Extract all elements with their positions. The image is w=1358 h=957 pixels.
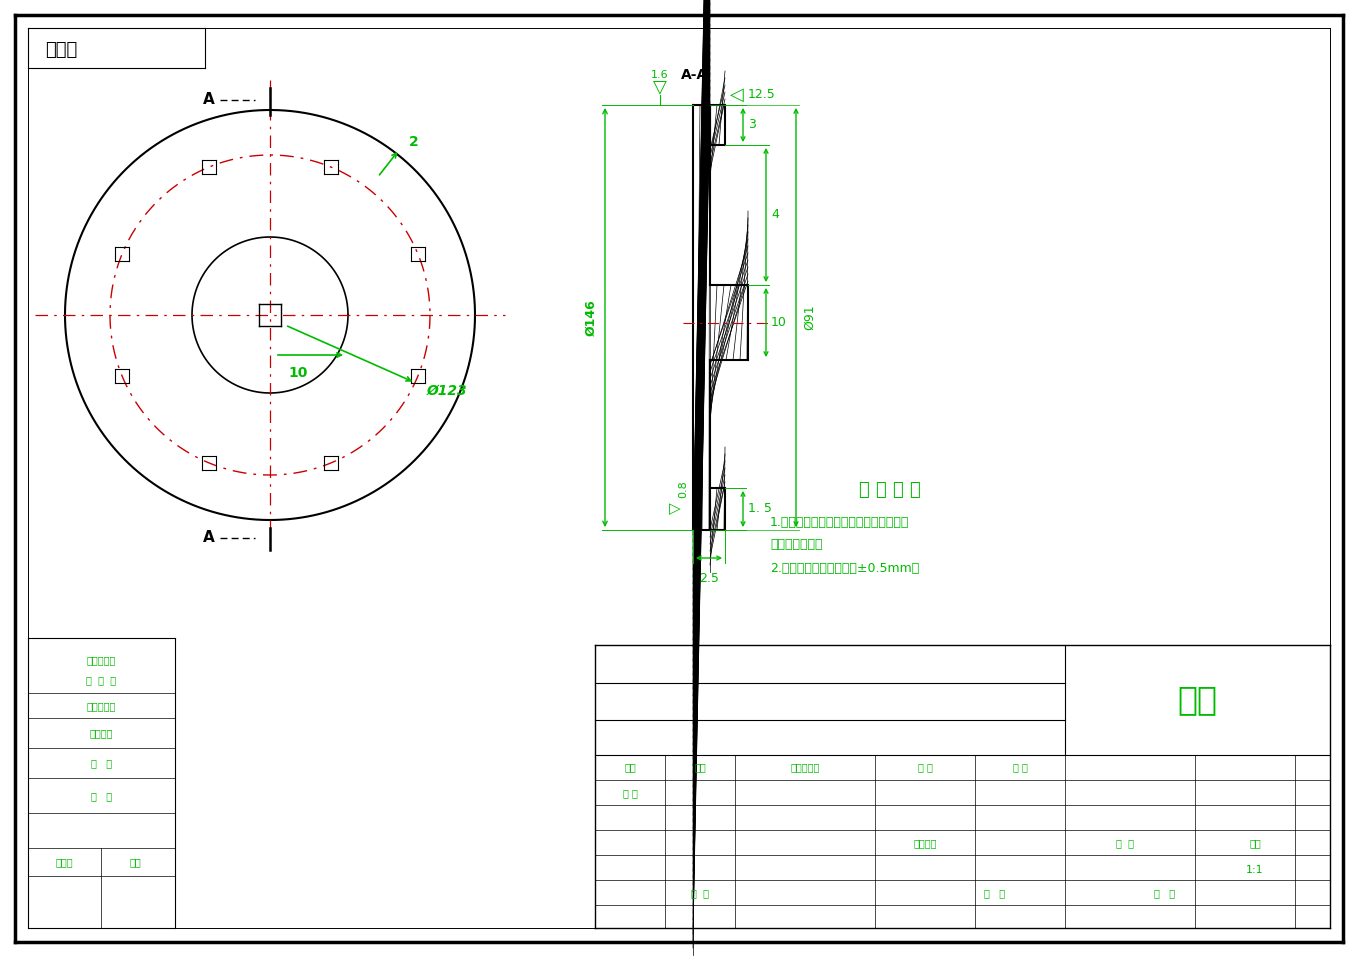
Text: 1. 5: 1. 5	[748, 502, 771, 516]
Text: 普（通）用: 普（通）用	[87, 655, 117, 665]
Text: 4: 4	[771, 209, 779, 221]
Text: Ø123: Ø123	[426, 384, 467, 397]
Text: 重  量: 重 量	[1116, 838, 1134, 848]
Text: ▷: ▷	[669, 501, 680, 517]
Text: 重 计: 重 计	[622, 788, 637, 798]
Text: A: A	[204, 530, 215, 545]
Text: A: A	[204, 93, 215, 107]
Text: 1:1: 1:1	[1247, 865, 1264, 875]
Text: 计  图: 计 图	[691, 888, 709, 898]
Text: 0.8: 0.8	[678, 480, 689, 498]
Text: 图样标记: 图样标记	[913, 838, 937, 848]
Text: 2.5: 2.5	[699, 572, 718, 585]
Text: 2: 2	[409, 135, 420, 148]
Text: 档案员: 档案员	[56, 857, 73, 867]
Text: 共   张: 共 张	[985, 888, 1005, 898]
Text: 10: 10	[771, 316, 786, 329]
Text: ◁: ◁	[731, 86, 744, 104]
Text: 旧底图总号: 旧底图总号	[87, 701, 117, 711]
Text: 日 期: 日 期	[1013, 762, 1028, 772]
Text: 转盘: 转盘	[1177, 683, 1218, 717]
Text: 日   期: 日 期	[91, 791, 113, 801]
Text: 标记: 标记	[625, 762, 636, 772]
Text: 更改文件名: 更改文件名	[790, 762, 820, 772]
Text: 签   字: 签 字	[91, 758, 113, 768]
Text: 图号：: 图号：	[45, 41, 77, 59]
Text: 3: 3	[748, 119, 756, 131]
Text: 12.5: 12.5	[748, 88, 775, 101]
Text: 件表面的缺陷；: 件表面的缺陷；	[770, 539, 823, 551]
Text: A-A: A-A	[682, 68, 709, 82]
Text: 1.零件加工表面上，不应有擦伤等损伤零: 1.零件加工表面上，不应有擦伤等损伤零	[770, 516, 910, 528]
Text: 日期: 日期	[129, 857, 141, 867]
Text: 技 术 要 求: 技 术 要 求	[860, 481, 921, 499]
Text: 底图总号: 底图总号	[90, 728, 113, 738]
Text: 1.6: 1.6	[652, 70, 668, 80]
Text: 比例: 比例	[1249, 838, 1260, 848]
Text: ▽: ▽	[653, 78, 667, 96]
Text: Ø146: Ø146	[584, 300, 598, 336]
Text: 件  登  记: 件 登 记	[87, 675, 117, 685]
Text: 2.未注长度尺寸允许偏差±0.5mm。: 2.未注长度尺寸允许偏差±0.5mm。	[770, 562, 919, 574]
Text: 处数: 处数	[694, 762, 706, 772]
Text: 10: 10	[288, 366, 308, 380]
Text: Ø91: Ø91	[803, 304, 816, 330]
Text: 签 字: 签 字	[918, 762, 933, 772]
Text: 第   张: 第 张	[1154, 888, 1176, 898]
